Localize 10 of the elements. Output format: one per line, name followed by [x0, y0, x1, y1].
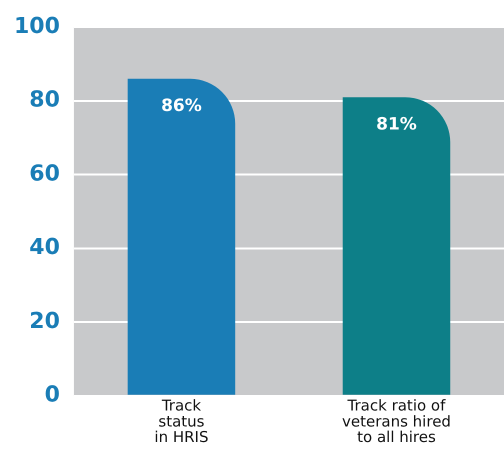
data-label: 86%: [161, 96, 202, 116]
y-tick-label: 0: [44, 382, 60, 408]
x-tick-label: Track ratio of veterans hired to all hires: [342, 396, 451, 446]
y-tick-label: 100: [14, 14, 60, 39]
x-tick-label: Track status in HRIS: [154, 396, 208, 446]
y-tick-label: 60: [29, 161, 60, 186]
data-label: 81%: [376, 114, 417, 135]
y-tick-label: 80: [29, 88, 60, 113]
y-tick-label: 40: [29, 235, 60, 260]
y-tick-label: 20: [29, 308, 60, 334]
